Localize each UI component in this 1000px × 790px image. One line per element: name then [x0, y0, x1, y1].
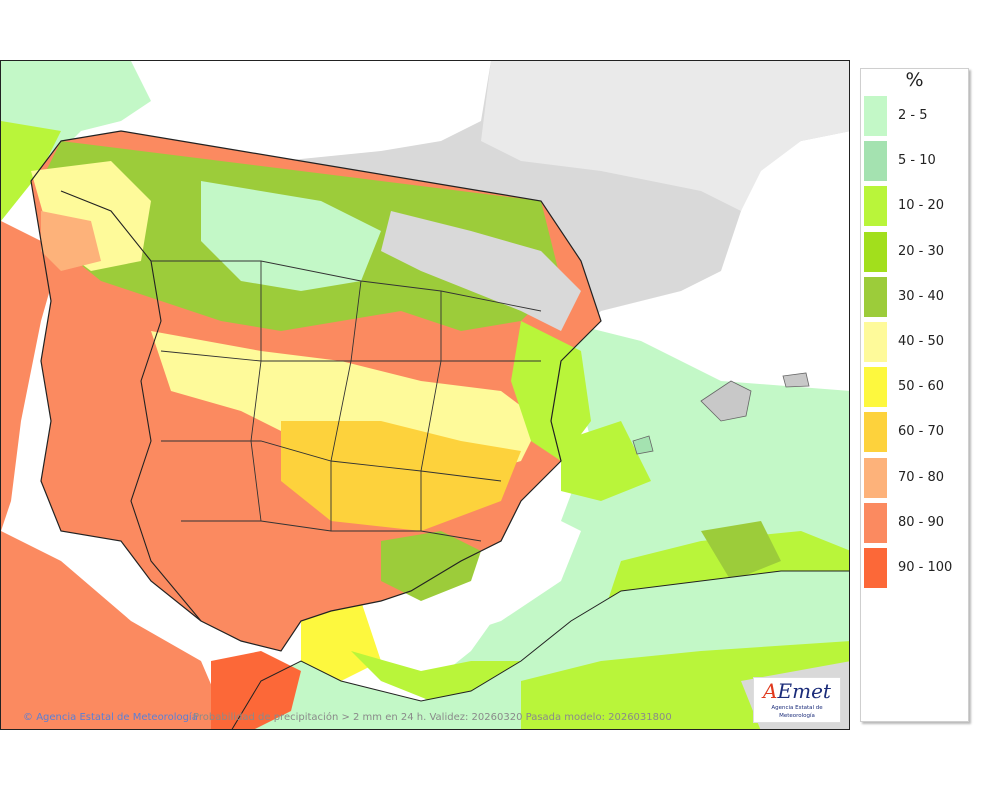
ibiza-island [632, 435, 654, 455]
legend-label: 90 - 100 [898, 560, 953, 575]
logo-initial: A [763, 679, 778, 703]
credit-text: Agencia Estatal de Meteorología [36, 712, 198, 723]
legend-swatch [864, 141, 887, 182]
legend-swatch [864, 186, 887, 227]
legend-swatch [864, 502, 887, 543]
legend-swatch [864, 548, 887, 588]
legend-item: 80 - 90 [864, 502, 964, 543]
southeast-green [381, 531, 481, 601]
legend-item: 50 - 60 [864, 367, 964, 408]
med-field-green [561, 421, 651, 501]
legend-item: 40 - 50 [864, 322, 964, 362]
region-borders [151, 260, 542, 542]
legend-label: 20 - 30 [898, 243, 945, 259]
legend-label: 10 - 20 [898, 198, 945, 214]
med-field-white [381, 511, 581, 651]
legend-swatch [864, 412, 887, 453]
legend-swatch [864, 96, 887, 136]
north-light-band [201, 181, 381, 291]
med-field-darkgreen [701, 521, 781, 581]
map-caption: Probabilidad de precipitación > 2 mm en … [193, 712, 672, 723]
legend-swatch [864, 231, 887, 272]
legend-swatch [864, 457, 887, 498]
atlantic-south-field [1, 531, 231, 729]
legend-swatch [864, 322, 887, 362]
legend-label: 70 - 80 [898, 469, 945, 485]
logo-org: Agencia Estatal de Meteorología [771, 705, 823, 719]
atlantic-field-orange [1, 221, 61, 531]
logo-mark: AEmet [754, 678, 840, 704]
legend-label: 60 - 70 [898, 424, 945, 440]
legend-label: 80 - 90 [898, 514, 945, 530]
galicia-orange [41, 211, 101, 271]
france-grey [481, 61, 849, 211]
legend-panel: % 2 - 5 5 - 10 10 - 20 20 - 30 30 - 40 40 - 5… [860, 68, 969, 722]
agency-credit: © Agencia Estatal de Meteorología [23, 712, 198, 723]
map-canvas [1, 61, 849, 729]
legend-item: 90 - 100 [864, 548, 964, 588]
ebro-grey [381, 211, 581, 331]
legend-label: 40 - 50 [898, 334, 945, 349]
aemet-logo: AEmet Agencia Estatal de Meteorología [753, 677, 841, 723]
legend-item: 60 - 70 [864, 412, 964, 453]
legend-label: 30 - 40 [898, 288, 945, 304]
legend-item: 70 - 80 [864, 457, 964, 498]
legend-item: 2 - 5 [864, 96, 964, 136]
central-orange-band [281, 421, 521, 531]
legend-item: 10 - 20 [864, 186, 964, 227]
logo-rest: Emet [777, 679, 831, 703]
mallorca-island [700, 380, 752, 422]
legend-label: 5 - 10 [898, 153, 936, 169]
legend-unit: % [905, 69, 924, 91]
africa-coastline [231, 570, 849, 729]
menorca-island [782, 372, 810, 388]
iberia-outline [30, 130, 602, 652]
portugal-border [60, 190, 202, 622]
legend-item: 5 - 10 [864, 141, 964, 182]
legend-label: 50 - 60 [898, 379, 945, 395]
levante-green [511, 321, 591, 461]
legend-item: 30 - 40 [864, 276, 964, 317]
legend-swatch [864, 276, 887, 317]
legend-swatch [864, 367, 887, 408]
legend-label: 2 - 5 [898, 108, 928, 123]
precipitation-map: © Agencia Estatal de Meteorología Probab… [0, 60, 850, 730]
legend-item: 20 - 30 [864, 231, 964, 272]
